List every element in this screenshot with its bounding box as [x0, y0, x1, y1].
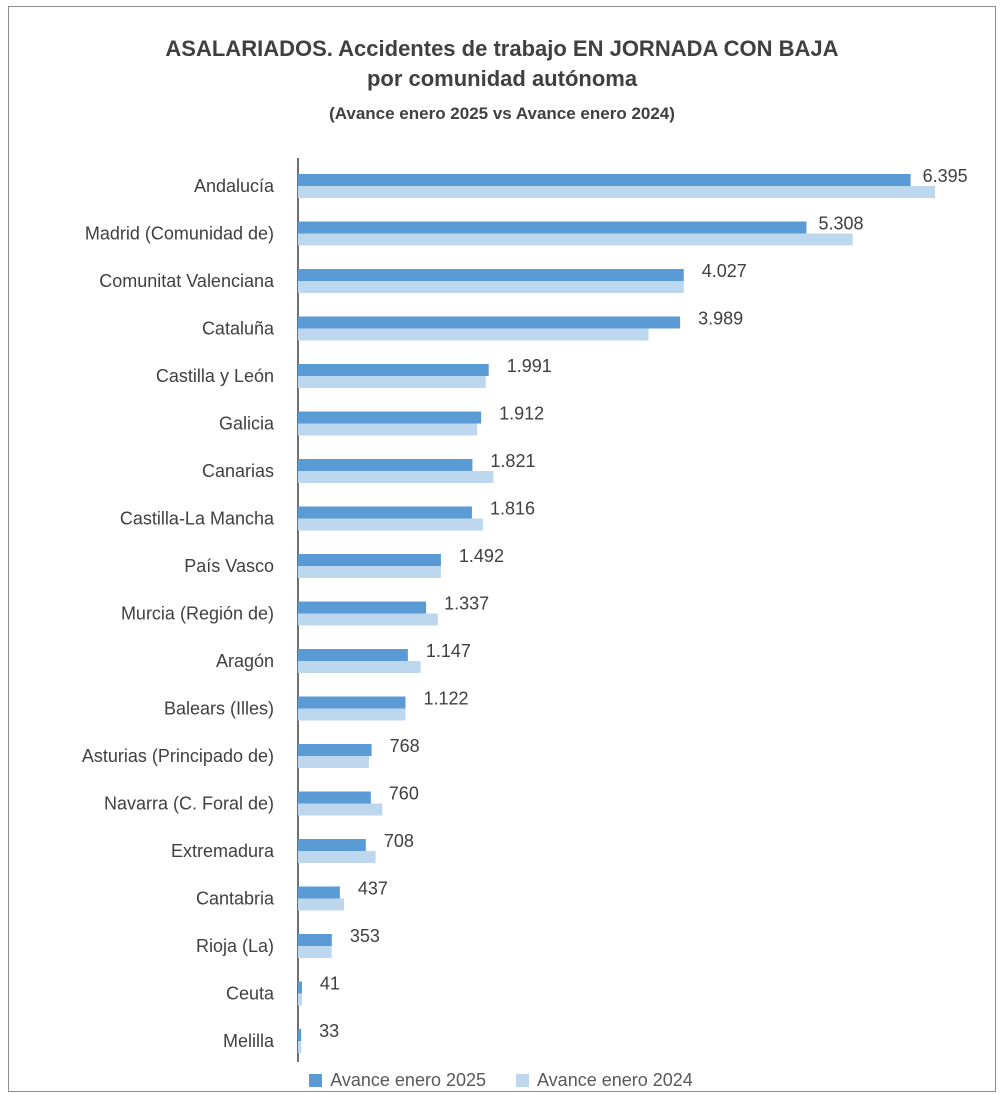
- bar-2024-andalucia: [298, 186, 935, 198]
- category-label-canarias: Canarias: [202, 461, 274, 481]
- category-label-melilla: Melilla: [223, 1031, 275, 1051]
- category-label-cantabria: Cantabria: [196, 889, 275, 909]
- bar-2025-ceuta: [298, 981, 302, 994]
- data-label-cataluna: 3.989: [698, 309, 743, 329]
- chart-title-line2: por comunidad autónoma: [366, 66, 638, 91]
- data-label-murcia-region-de: 1.337: [444, 594, 489, 614]
- data-label-pais-vasco: 1.492: [459, 546, 504, 566]
- bar-2024-aragon: [298, 661, 421, 673]
- bar-2025-castilla-y-leon: [298, 364, 489, 376]
- bar-2025-andalucia: [298, 174, 911, 186]
- data-label-canarias: 1.821: [490, 451, 535, 471]
- category-label-asturias-principado-de: Asturias (Principado de): [82, 746, 274, 766]
- bar-2024-extremadura: [298, 851, 376, 863]
- data-label-galicia: 1.912: [499, 404, 544, 424]
- category-label-balears-illes: Balears (Illes): [164, 699, 274, 719]
- category-label-ceuta: Ceuta: [226, 984, 275, 1004]
- data-label-asturias-principado-de: 768: [390, 736, 420, 756]
- bar-2025-balears-illes: [298, 696, 406, 709]
- bar-2025-murcia-region-de: [298, 601, 427, 614]
- chart-subtitle: (Avance enero 2025 vs Avance enero 2024): [329, 104, 675, 123]
- category-label-galicia: Galicia: [219, 414, 275, 434]
- bar-2024-murcia-region-de: [298, 613, 438, 626]
- bar-2025-aragon: [298, 649, 408, 661]
- data-label-comunitat-valenciana: 4.027: [702, 261, 747, 281]
- data-label-castilla-la-mancha: 1.816: [490, 499, 535, 519]
- category-label-cataluna: Cataluña: [202, 319, 275, 339]
- bar-2025-cataluna: [298, 316, 681, 329]
- bar-2024-canarias: [298, 471, 494, 483]
- data-label-melilla: 33: [319, 1021, 339, 1041]
- category-label-extremadura: Extremadura: [171, 841, 275, 861]
- legend-item-2024: Avance enero 2024: [516, 1070, 693, 1091]
- bar-2024-cataluna: [298, 328, 649, 341]
- bar-2024-castilla-la-mancha: [298, 518, 483, 531]
- bar-2024-balears-illes: [298, 708, 406, 721]
- category-label-comunitat-valenciana: Comunitat Valenciana: [99, 271, 275, 291]
- data-label-madrid-comunidad-de: 5.308: [818, 214, 863, 234]
- legend-label-2024: Avance enero 2024: [537, 1070, 693, 1090]
- bar-2024-melilla: [298, 1041, 302, 1053]
- bar-2025-melilla: [298, 1029, 302, 1041]
- bar-2024-navarra-c-foral-de: [298, 803, 383, 816]
- bar-2024-castilla-y-leon: [298, 376, 486, 388]
- bar-2024-rioja-la: [298, 946, 332, 958]
- bar-2025-rioja-la: [298, 934, 332, 946]
- data-label-andalucia: 6.395: [923, 166, 968, 186]
- bar-2025-asturias-principado-de: [298, 744, 372, 756]
- bar-2025-navarra-c-foral-de: [298, 791, 371, 804]
- bar-2024-ceuta: [298, 993, 302, 1006]
- bar-2025-comunitat-valenciana: [298, 269, 684, 281]
- category-label-madrid-comunidad-de: Madrid (Comunidad de): [85, 224, 274, 244]
- category-label-pais-vasco: País Vasco: [184, 556, 274, 576]
- bar-2024-madrid-comunidad-de: [298, 233, 853, 246]
- category-label-castilla-y-leon: Castilla y León: [156, 366, 274, 386]
- category-label-rioja-la: Rioja (La): [196, 936, 274, 956]
- bar-2025-cantabria: [298, 886, 340, 899]
- data-label-rioja-la: 353: [350, 926, 380, 946]
- legend-swatch-2025: [309, 1074, 323, 1087]
- bar-2024-galicia: [298, 423, 478, 436]
- data-label-balears-illes: 1.122: [423, 689, 468, 709]
- category-label-aragon: Aragón: [216, 651, 274, 671]
- category-label-andalucia: Andalucía: [194, 176, 275, 196]
- bar-2024-pais-vasco: [298, 566, 441, 578]
- data-label-navarra-c-foral-de: 760: [389, 784, 419, 804]
- bar-2024-cantabria: [298, 898, 344, 911]
- bar-2025-pais-vasco: [298, 554, 441, 566]
- data-label-castilla-y-leon: 1.991: [507, 356, 552, 376]
- category-label-murcia-region-de: Murcia (Región de): [121, 604, 274, 624]
- bar-2024-asturias-principado-de: [298, 756, 369, 768]
- legend-swatch-2024: [516, 1074, 529, 1087]
- bar-2025-castilla-la-mancha: [298, 506, 472, 519]
- category-label-castilla-la-mancha: Castilla-La Mancha: [120, 509, 275, 529]
- bar-2024-comunitat-valenciana: [298, 281, 684, 293]
- data-label-cantabria: 437: [358, 879, 388, 899]
- category-label-navarra-c-foral-de: Navarra (C. Foral de): [104, 794, 274, 814]
- data-label-aragon: 1.147: [426, 641, 471, 661]
- bar-2025-galicia: [298, 411, 482, 424]
- bar-2025-extremadura: [298, 839, 366, 851]
- data-label-extremadura: 708: [384, 831, 414, 851]
- legend-label-2025: Avance enero 2025: [330, 1070, 486, 1090]
- bar-2025-canarias: [298, 459, 473, 471]
- chart-title: ASALARIADOS. Accidentes de trabajo EN JO…: [165, 36, 839, 61]
- data-label-ceuta: 41: [320, 974, 340, 994]
- bar-2025-madrid-comunidad-de: [298, 221, 807, 234]
- legend-item-2025: Avance enero 2025: [309, 1070, 486, 1091]
- legend: Avance enero 2025 Avance enero 2024: [0, 1070, 1002, 1091]
